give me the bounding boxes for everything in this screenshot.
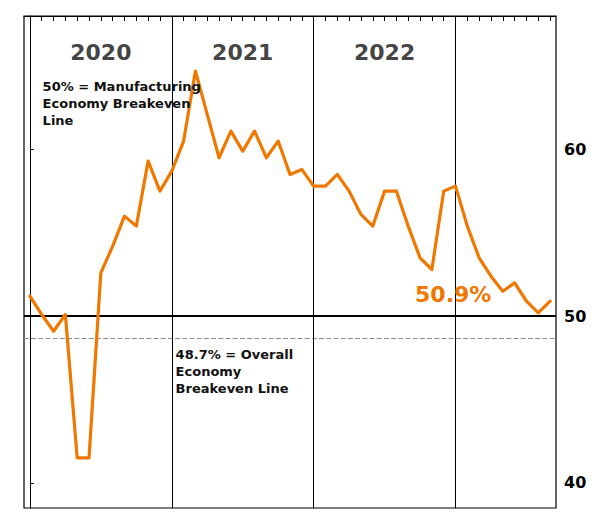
svg-text:50: 50	[564, 307, 586, 326]
svg-text:Line: Line	[43, 113, 74, 128]
svg-text:2020: 2020	[70, 40, 131, 65]
svg-text:2021: 2021	[212, 40, 273, 65]
svg-text:40: 40	[564, 473, 586, 492]
svg-text:60: 60	[564, 140, 586, 159]
svg-text:Economy Breakeven: Economy Breakeven	[43, 96, 191, 111]
svg-text:Breakeven Line: Breakeven Line	[176, 381, 289, 396]
svg-text:2022: 2022	[354, 40, 415, 65]
svg-text:50.9%: 50.9%	[415, 282, 491, 307]
svg-text:50% = Manufacturing: 50% = Manufacturing	[43, 79, 201, 94]
svg-text:Economy: Economy	[176, 364, 242, 379]
svg-text:48.7% = Overall: 48.7% = Overall	[176, 347, 293, 362]
